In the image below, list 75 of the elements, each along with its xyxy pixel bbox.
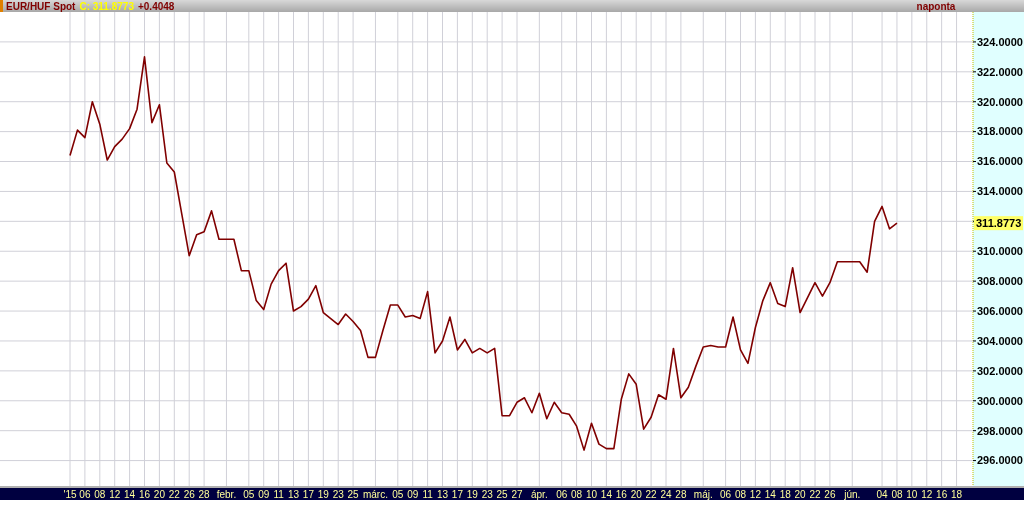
y-tick-label: 306.0000: [977, 304, 1023, 317]
x-tick-label: 08: [734, 488, 747, 500]
x-tick-label: 12: [109, 488, 121, 500]
x-tick-label: 17: [302, 488, 315, 500]
x-tick-label: 11: [422, 488, 434, 500]
x-tick-label: 16: [138, 488, 151, 500]
y-tick-label: 298.0000: [977, 424, 1023, 437]
x-tick-label: 26: [824, 488, 836, 500]
x-tick-label: 23: [332, 488, 345, 500]
x-tick-label: 14: [764, 488, 777, 500]
y-tick-label: 316.0000: [977, 155, 1023, 168]
x-tick-label: 06: [556, 488, 568, 500]
x-tick-label: 13: [436, 488, 449, 500]
x-tick-label: 23: [481, 488, 494, 500]
x-tick-label: 14: [600, 488, 613, 500]
x-tick-label: jún.: [843, 488, 861, 500]
x-tick-label: 22: [809, 488, 821, 500]
x-tick-label: 14: [124, 488, 136, 500]
x-tick-label: '15: [63, 488, 77, 500]
x-tick-label: 28: [198, 488, 211, 500]
x-tick-label: 27: [511, 488, 523, 500]
y-tick-label: 302.0000: [977, 364, 1023, 377]
x-tick-label: 12: [749, 488, 762, 500]
y-tick-label: 304.0000: [977, 334, 1023, 347]
x-tick-label: 22: [645, 488, 658, 500]
x-tick-label: 09: [407, 488, 419, 500]
x-tick-label: 09: [258, 488, 270, 500]
x-tick-label: 05: [392, 488, 404, 500]
x-tick-label: 19: [466, 488, 479, 500]
y-tick-label: 322.0000: [977, 65, 1023, 78]
x-tick-label: ápr.: [531, 488, 548, 500]
x-tick-label: 08: [571, 488, 583, 500]
x-tick-label: 08: [94, 488, 106, 500]
x-tick-label: 06: [79, 488, 91, 500]
x-tick-label: 20: [630, 488, 643, 500]
text: C: 311.8773: [79, 0, 135, 12]
x-tick-label: máj.: [693, 488, 713, 500]
x-tick-label: 22: [168, 488, 181, 500]
x-tick-label: 19: [317, 488, 330, 500]
line-series: [69, 56, 898, 451]
x-tick-label: 20: [794, 488, 807, 500]
text: naponta: [916, 0, 956, 12]
y-tick-label: 318.0000: [977, 125, 1023, 138]
x-tick-label: 05: [243, 488, 255, 500]
x-tick-label: 28: [675, 488, 687, 500]
y-tick-label: 300.0000: [977, 394, 1023, 407]
x-tick-label: 13: [287, 488, 300, 500]
x-tick-label: 24: [660, 488, 672, 500]
chart-title: EUR/HUF Spot: [6, 0, 76, 12]
x-tick-label: 04: [876, 488, 889, 500]
y-tick-label: 324.0000: [977, 35, 1023, 48]
x-tick-label: 18: [779, 488, 792, 500]
x-tick-label: febr.: [216, 488, 237, 500]
x-tick-label: 25: [347, 488, 360, 500]
y-tick-label: 310.0000: [977, 245, 1023, 258]
x-tick-label: 18: [950, 488, 963, 500]
x-tick-label: 08: [891, 488, 903, 500]
x-tick-label: 16: [615, 488, 628, 500]
x-tick-label: 17: [451, 488, 464, 500]
x-tick-label: 20: [153, 488, 166, 500]
text: 311.8773: [976, 217, 1022, 230]
x-tick-label: márc.: [362, 488, 388, 500]
y-tick-label: 320.0000: [977, 95, 1023, 108]
x-tick-label: 10: [585, 488, 598, 500]
text: +0.4048: [137, 0, 175, 12]
x-tick-label: 10: [906, 488, 918, 500]
x-tick-label: 06: [720, 488, 732, 500]
x-tick-label: 26: [183, 488, 196, 500]
x-tick-label: 11: [273, 488, 285, 500]
y-tick-label: 314.0000: [977, 185, 1023, 198]
x-tick-label: 12: [921, 488, 933, 500]
y-tick-label: 308.0000: [977, 275, 1023, 287]
x-tick-label: 25: [496, 488, 509, 500]
x-tick-label: 16: [936, 488, 948, 500]
y-tick-label: 296.0000: [977, 454, 1023, 467]
